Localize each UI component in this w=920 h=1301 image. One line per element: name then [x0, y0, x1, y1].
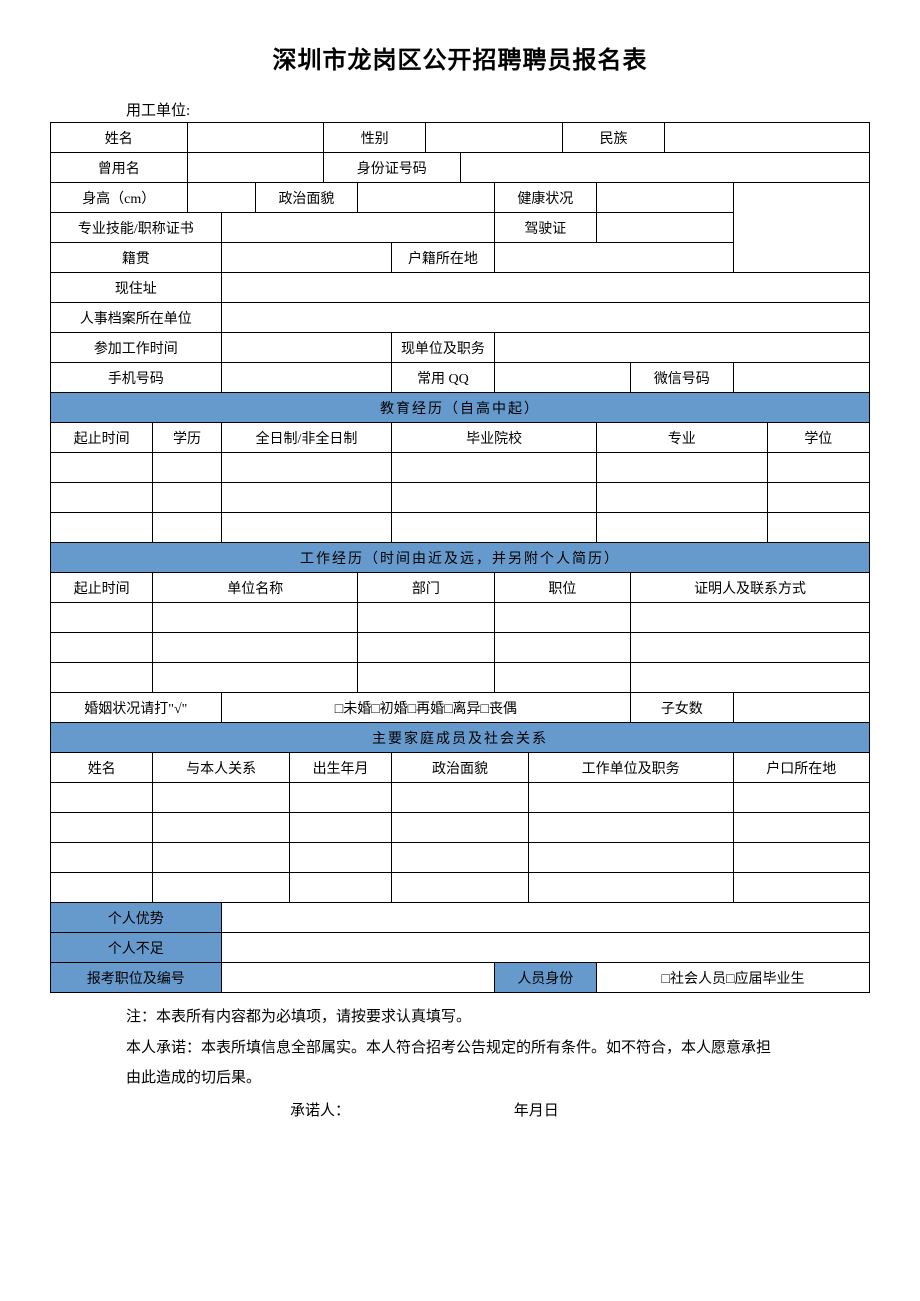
section-education: 教育经历（自高中起）: [51, 393, 870, 423]
fam-col-name: 姓名: [51, 753, 153, 783]
label-apply-post: 报考职位及编号: [51, 963, 222, 993]
label-height: 身高（cm）: [51, 183, 188, 213]
field-height[interactable]: [187, 183, 255, 213]
field-personnel-file[interactable]: [221, 303, 869, 333]
field-name[interactable]: [187, 123, 324, 153]
label-personnel-file: 人事档案所在单位: [51, 303, 222, 333]
label-id-number: 身份证号码: [324, 153, 461, 183]
fam-col-relation: 与本人关系: [153, 753, 290, 783]
field-former-name[interactable]: [187, 153, 324, 183]
note-line3: 由此造成的切后果。: [126, 1064, 870, 1093]
label-gender: 性别: [324, 123, 426, 153]
work-col-reference: 证明人及联系方式: [631, 573, 870, 603]
fam-row: [51, 813, 870, 843]
label-wechat: 微信号码: [631, 363, 733, 393]
field-id-number[interactable]: [460, 153, 870, 183]
work-col-period: 起止时间: [51, 573, 153, 603]
field-driver-license[interactable]: [597, 213, 734, 243]
field-ethnicity[interactable]: [665, 123, 870, 153]
label-qq: 常用 QQ: [392, 363, 494, 393]
fam-col-unit-post: 工作单位及职务: [528, 753, 733, 783]
label-pro-cert: 专业技能/职称证书: [51, 213, 222, 243]
edu-col-school: 毕业院校: [392, 423, 597, 453]
fam-col-political: 政治面貌: [392, 753, 529, 783]
label-ethnicity: 民族: [562, 123, 664, 153]
field-address[interactable]: [221, 273, 869, 303]
label-native-place: 籍贯: [51, 243, 222, 273]
edu-row: [51, 483, 870, 513]
label-hukou-loc: 户籍所在地: [392, 243, 494, 273]
employer-label: 用工单位:: [126, 99, 870, 120]
edu-col-period: 起止时间: [51, 423, 153, 453]
field-current-unit-post[interactable]: [494, 333, 869, 363]
label-name: 姓名: [51, 123, 188, 153]
field-children[interactable]: [733, 693, 870, 723]
fam-row: [51, 783, 870, 813]
field-health[interactable]: [597, 183, 734, 213]
edu-col-major: 专业: [597, 423, 768, 453]
edu-col-fulltime: 全日制/非全日制: [221, 423, 392, 453]
field-native-place[interactable]: [221, 243, 392, 273]
note-line1: 注：本表所有内容都为必填项，请按要求认真填写。: [126, 1003, 870, 1032]
label-children: 子女数: [631, 693, 733, 723]
work-col-position: 职位: [494, 573, 631, 603]
label-marital: 婚姻状况请打"√": [51, 693, 222, 723]
work-col-unit: 单位名称: [153, 573, 358, 603]
work-row: [51, 603, 870, 633]
identity-options[interactable]: □社会人员□应届毕业生: [597, 963, 870, 993]
signature-date: 年月日: [514, 1103, 559, 1119]
form-title: 深圳市龙岗区公开招聘聘员报名表: [50, 40, 870, 75]
label-weaknesses: 个人不足: [51, 933, 222, 963]
field-pro-cert[interactable]: [221, 213, 494, 243]
work-row: [51, 663, 870, 693]
edu-col-degree: 学位: [767, 423, 869, 453]
field-political[interactable]: [358, 183, 495, 213]
edu-row: [51, 453, 870, 483]
application-form-table: 姓名 性别 民族 曾用名 身份证号码 身高（cm） 政治面貌 健康状况 专业技能…: [50, 122, 870, 993]
field-work-start[interactable]: [221, 333, 392, 363]
fam-row: [51, 873, 870, 903]
edu-col-degree-level: 学历: [153, 423, 221, 453]
label-health: 健康状况: [494, 183, 596, 213]
edu-row: [51, 513, 870, 543]
field-qq[interactable]: [494, 363, 631, 393]
work-row: [51, 633, 870, 663]
label-political: 政治面貌: [255, 183, 357, 213]
signature-line: 承诺人： 年月日: [290, 1099, 870, 1120]
field-mobile[interactable]: [221, 363, 392, 393]
fam-col-hukou: 户口所在地: [733, 753, 870, 783]
label-identity: 人员身份: [494, 963, 596, 993]
fam-row: [51, 843, 870, 873]
section-family: 主要家庭成员及社会关系: [51, 723, 870, 753]
label-strengths: 个人优势: [51, 903, 222, 933]
signature-signer: 承诺人：: [290, 1103, 350, 1119]
label-address: 现住址: [51, 273, 222, 303]
label-driver-license: 驾驶证: [494, 213, 596, 243]
label-current-unit-post: 现单位及职务: [392, 333, 494, 363]
marital-options[interactable]: □未婚□初婚□再婚□离异□丧偶: [221, 693, 631, 723]
field-hukou-loc[interactable]: [494, 243, 733, 273]
field-weaknesses[interactable]: [221, 933, 869, 963]
section-work: 工作经历（时间由近及远，并另附个人简历）: [51, 543, 870, 573]
field-wechat[interactable]: [733, 363, 870, 393]
label-mobile: 手机号码: [51, 363, 222, 393]
photo-box: [733, 183, 870, 273]
label-work-start: 参加工作时间: [51, 333, 222, 363]
field-strengths[interactable]: [221, 903, 869, 933]
field-apply-post[interactable]: [221, 963, 494, 993]
field-gender[interactable]: [426, 123, 563, 153]
work-col-dept: 部门: [358, 573, 495, 603]
label-former-name: 曾用名: [51, 153, 188, 183]
fam-col-birth: 出生年月: [289, 753, 391, 783]
note-line2: 本人承诺：本表所填信息全部属实。本人符合招考公告规定的所有条件。如不符合，本人愿…: [126, 1034, 870, 1063]
